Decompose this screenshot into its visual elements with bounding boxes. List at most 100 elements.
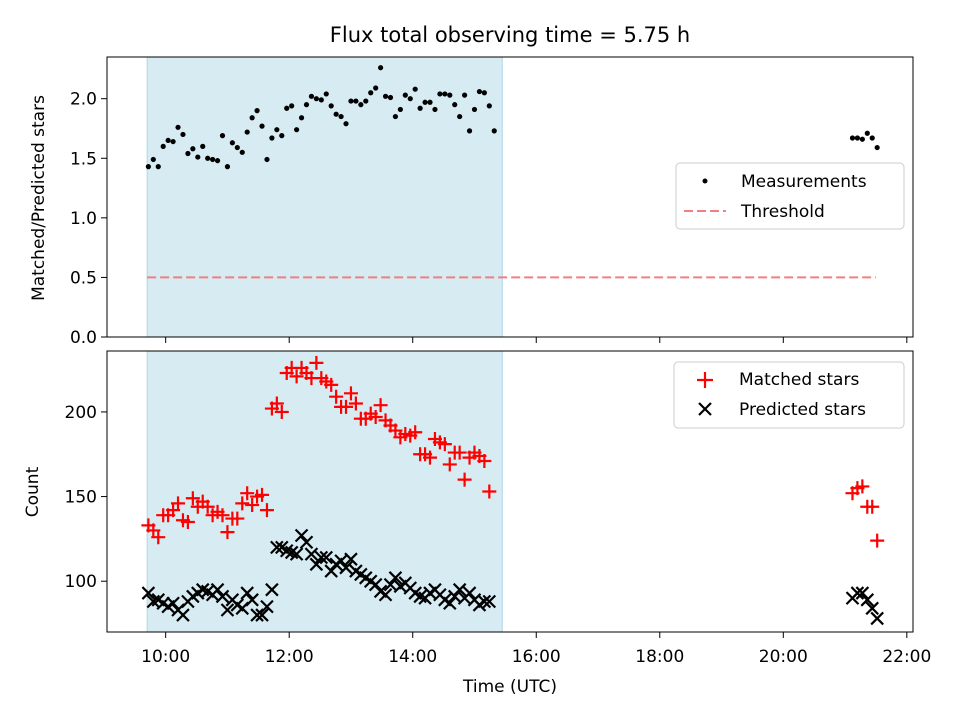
count-panel-frame xyxy=(106,350,914,633)
matched-star-point xyxy=(452,445,467,460)
measurement-point xyxy=(229,140,235,146)
count-axis: 100 150 200 10:00 12:00 14:00 16:00 18:00 20:00 2… xyxy=(65,403,932,667)
time-xtick-label: 18:00 xyxy=(635,647,684,667)
measurement-point xyxy=(373,85,379,91)
measurement-point xyxy=(294,127,300,133)
measurement-point xyxy=(298,115,305,121)
measurement-point xyxy=(392,113,399,120)
measurement-point xyxy=(466,128,473,134)
measurement-point xyxy=(442,91,448,97)
time-xtick-label: 22:00 xyxy=(882,647,931,667)
matched-star-point xyxy=(171,496,186,511)
ratio-legend: Measurements Threshold xyxy=(675,162,905,230)
predicted-star-point xyxy=(368,577,383,592)
ratio-ytick-label: 2.0 xyxy=(70,90,97,110)
predicted-points xyxy=(141,528,884,626)
matched-star-point xyxy=(348,396,363,411)
measurement-point xyxy=(269,135,275,141)
measurement-point xyxy=(402,92,408,98)
measurement-point xyxy=(224,164,231,170)
measurement-point xyxy=(249,115,255,121)
measurement-point xyxy=(481,90,487,96)
matched-star-point xyxy=(329,389,344,404)
matched-star-point xyxy=(269,396,284,411)
predicted-star-point xyxy=(378,587,393,602)
matched-star-point xyxy=(185,491,200,506)
measurement-points xyxy=(145,65,880,170)
measurement-point xyxy=(338,113,344,120)
measurement-point xyxy=(422,99,428,105)
predicted-star-point xyxy=(289,547,304,561)
matched-star-point xyxy=(442,457,457,472)
measurement-point xyxy=(491,128,497,134)
measurement-point xyxy=(303,102,310,108)
predicted-star-point xyxy=(176,608,190,622)
measurement-point xyxy=(210,156,216,163)
measurement-point xyxy=(259,123,265,129)
measurement-point xyxy=(368,90,374,96)
measurement-point xyxy=(486,103,492,109)
measurement-point xyxy=(145,164,151,170)
ratio-ytick-label: 0.5 xyxy=(70,268,97,288)
measurement-point xyxy=(175,124,181,130)
measurement-point xyxy=(313,96,319,102)
measurement-point xyxy=(279,133,285,139)
ratio-panel: 0.00.51.01.52.0 Matched/Predicted stars … xyxy=(29,56,914,348)
measurement-point xyxy=(437,91,443,97)
predicted-star-point xyxy=(388,571,403,585)
matched-star-point xyxy=(408,425,423,440)
measurement-point xyxy=(462,92,468,98)
predicted-star-point xyxy=(304,547,319,561)
predicted-star-point xyxy=(220,603,235,617)
time-xtick-label: 20:00 xyxy=(759,647,808,667)
predicted-star-point xyxy=(210,582,225,597)
matched-star-point xyxy=(240,486,255,501)
predicted-star-point xyxy=(141,586,156,600)
measurement-point xyxy=(407,96,413,102)
matched-star-point xyxy=(274,404,289,419)
measurement-point xyxy=(185,150,191,157)
matched-star-point xyxy=(309,355,324,370)
ratio-ytick-label: 1.0 xyxy=(70,209,97,229)
ratio-ylabel: Matched/Predicted stars xyxy=(29,95,49,301)
predicted-star-point xyxy=(860,593,875,607)
matched-star-point xyxy=(289,369,304,384)
measurement-point xyxy=(476,88,483,95)
measurement-point xyxy=(353,98,359,104)
predicted-star-point xyxy=(299,535,314,550)
predicted-star-point xyxy=(314,550,329,565)
measurement-point xyxy=(471,106,478,113)
predicted-star-point xyxy=(215,589,230,604)
count-panel: 100 150 200 10:00 12:00 14:00 16:00 18:00 20:00 2… xyxy=(23,350,932,697)
count-ytick-label: 200 xyxy=(65,403,97,423)
measurement-point xyxy=(387,94,394,101)
predicted-star-point xyxy=(270,540,284,555)
measurement-point xyxy=(165,137,171,144)
count-legend-box xyxy=(673,361,905,429)
predicted-star-point xyxy=(482,594,497,609)
legend-matched-marker xyxy=(697,372,713,388)
predicted-star-point xyxy=(855,586,870,600)
measurement-point xyxy=(274,127,280,133)
predicted-star-point xyxy=(324,564,338,578)
matched-star-point xyxy=(324,377,339,392)
measurement-point xyxy=(874,144,880,151)
predicted-star-point xyxy=(166,596,180,611)
predicted-star-point xyxy=(870,611,884,626)
measurement-point xyxy=(859,136,865,142)
measurement-point xyxy=(195,154,201,160)
measurement-point xyxy=(308,93,315,99)
figure-title: Flux total observing time = 5.75 h xyxy=(330,23,690,47)
matched-star-point xyxy=(259,503,274,518)
time-xtick-label: 10:00 xyxy=(141,647,190,667)
matched-star-point xyxy=(477,454,492,469)
predicted-star-point xyxy=(309,557,324,572)
matched-star-point xyxy=(373,398,388,413)
measurement-point xyxy=(382,93,389,99)
measurement-point xyxy=(214,158,221,164)
predicted-star-point xyxy=(477,594,492,609)
matched-star-point xyxy=(343,386,358,401)
measurement-point xyxy=(180,131,186,138)
measurement-point xyxy=(323,91,329,97)
